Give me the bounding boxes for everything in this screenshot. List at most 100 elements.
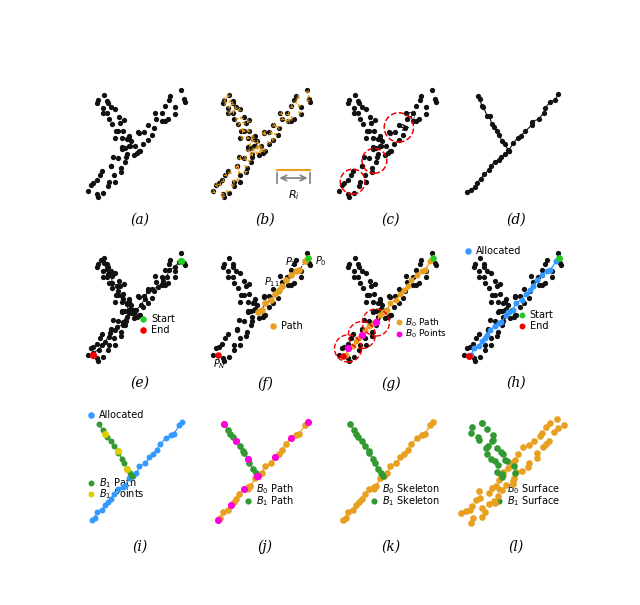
Point [391,459,401,468]
Point [369,496,379,506]
Point [375,305,385,315]
Point [252,471,262,481]
Point [158,276,168,286]
Point [366,118,376,128]
Point [83,186,93,196]
Point [488,430,498,440]
Point [120,143,131,152]
Point [151,278,161,287]
Point [355,114,365,124]
Point [120,481,130,491]
Point [549,428,559,437]
Point [296,266,306,276]
Point [215,514,225,523]
Point [255,305,266,315]
Point [401,271,411,281]
Point [134,462,145,471]
Point [250,131,260,140]
Point [355,182,365,191]
Point [124,306,134,316]
Point [354,99,364,108]
Point [333,350,344,360]
Point [489,496,499,506]
Point [533,114,543,124]
Point [234,315,244,325]
Point [241,281,251,291]
Point [218,356,228,365]
Point [86,180,96,189]
Point [468,344,479,353]
Point [148,123,159,132]
Point [150,108,160,117]
Point [470,259,480,269]
Point [274,286,284,296]
Point [493,306,504,316]
Point [431,261,441,270]
Point [344,192,354,202]
Point [427,85,437,94]
Point [231,436,241,446]
Point [497,307,507,316]
Point [231,266,241,276]
Point [305,261,316,270]
Point [333,186,344,196]
Point [344,356,354,365]
Point [463,352,474,361]
Point [508,480,518,489]
Point [355,341,365,350]
Point [361,105,371,114]
Point [269,453,280,462]
Point [93,259,104,269]
Point [244,459,255,468]
Point [107,278,117,288]
Point [116,168,126,177]
Text: $B_1$ Points: $B_1$ Points [99,487,145,501]
Point [344,95,355,105]
Point [148,449,159,459]
Point [504,146,514,155]
Point [246,307,256,316]
Point [501,304,511,314]
Point [102,432,112,442]
Point [122,299,132,309]
Point [170,266,180,276]
Point [401,108,411,117]
Point [165,255,175,265]
Point [490,290,500,299]
Point [475,493,485,503]
Point [421,272,431,282]
Point [540,259,550,269]
Point [126,137,136,146]
Point [541,255,552,265]
Point [103,497,113,507]
Point [369,485,379,494]
Point [462,344,472,353]
Point [380,149,390,159]
Point [174,257,184,267]
Point [223,103,234,113]
Point [124,131,134,140]
Point [100,337,110,347]
Point [241,118,251,128]
Point [353,108,364,118]
Point [139,128,149,137]
Point [223,166,233,175]
Point [349,108,359,118]
Point [411,265,421,275]
Point [346,170,356,180]
Point [223,425,233,435]
Point [483,324,493,334]
Point [465,342,475,352]
Point [232,119,243,129]
Point [492,126,502,136]
Point [226,500,236,509]
Point [252,300,262,310]
Point [362,126,372,136]
Text: (c): (c) [381,212,400,226]
Point [383,148,394,158]
Point [252,137,262,146]
Point [248,134,258,144]
Point [524,459,534,468]
Point [120,307,131,316]
Point [134,128,144,138]
